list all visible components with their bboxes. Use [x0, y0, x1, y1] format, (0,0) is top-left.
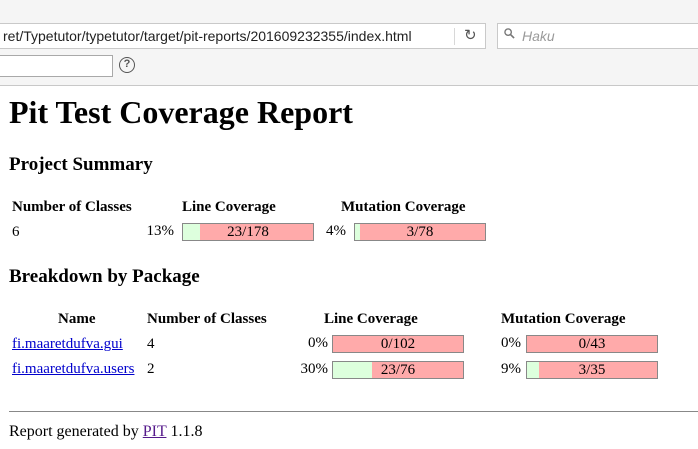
package-line-coverage-fill-users	[333, 362, 372, 378]
help-icon[interactable]: ?	[119, 57, 135, 73]
package-link-gui[interactable]: fi.maaretdufva.gui	[12, 336, 123, 352]
breakdown-header-name: Name	[58, 311, 96, 327]
breakdown-heading: Breakdown by Package	[9, 266, 200, 287]
address-bar[interactable]: ret/Typetutor/typetutor/target/pit-repor…	[0, 23, 486, 49]
search-input[interactable]	[522, 27, 692, 45]
package-line-coverage-bar-gui: 0/102	[332, 335, 464, 353]
summary-line-coverage-fill	[183, 224, 200, 240]
pit-link[interactable]: PIT	[142, 423, 167, 440]
report-footer: Report generated by PIT 1.1.8	[9, 423, 202, 441]
summary-mutation-ratio: 3/78	[406, 224, 434, 240]
footer-prefix: Report generated by	[9, 423, 139, 440]
package-classes-users: 2	[147, 361, 155, 377]
find-input[interactable]	[0, 55, 113, 77]
package-link-users[interactable]: fi.maaretdufva.users	[12, 361, 135, 377]
package-classes-gui: 4	[147, 336, 155, 352]
address-bar-url[interactable]: ret/Typetutor/typetutor/target/pit-repor…	[3, 28, 412, 44]
summary-mutation-coverage-bar: 3/78	[354, 223, 486, 241]
package-line-percent-users: 30%	[300, 361, 329, 377]
breakdown-header-mutation-coverage: Mutation Coverage	[501, 311, 626, 327]
summary-header-mutation-coverage: Mutation Coverage	[341, 199, 466, 215]
summary-header-line-coverage: Line Coverage	[182, 199, 276, 215]
package-mutation-ratio-gui: 0/43	[578, 336, 606, 352]
summary-mutation-percent: 4%	[326, 223, 346, 239]
project-summary-heading: Project Summary	[9, 154, 153, 175]
package-mutation-percent-users: 9%	[501, 361, 521, 377]
breakdown-header-line-coverage: Line Coverage	[324, 311, 418, 327]
summary-mutation-coverage-fill	[355, 224, 361, 240]
summary-classes-value: 6	[12, 224, 20, 240]
browser-toolbar: ret/Typetutor/typetutor/target/pit-repor…	[0, 0, 698, 86]
address-bar-divider	[454, 28, 455, 45]
report-page: Pit Test Coverage Report Project Summary…	[0, 86, 698, 449]
package-mutation-coverage-bar-users: 3/35	[526, 361, 658, 379]
breakdown-header-classes: Number of Classes	[147, 311, 267, 327]
package-mutation-ratio-users: 3/35	[578, 362, 606, 378]
search-icon	[504, 28, 515, 39]
package-mutation-coverage-fill-users	[527, 362, 539, 378]
package-line-percent-gui: 0%	[308, 335, 328, 351]
package-line-coverage-bar-users: 23/76	[332, 361, 464, 379]
package-mutation-percent-gui: 0%	[501, 335, 521, 351]
package-line-ratio-gui: 0/102	[380, 336, 416, 352]
footer-version: 1.1.8	[170, 423, 203, 440]
summary-header-classes: Number of Classes	[12, 199, 132, 215]
page-title: Pit Test Coverage Report	[9, 94, 353, 130]
summary-line-percent: 13%	[146, 223, 175, 239]
toolbar-divider	[0, 85, 698, 86]
search-box[interactable]	[497, 23, 698, 49]
package-line-ratio-users: 23/76	[380, 362, 416, 378]
summary-line-coverage-bar: 23/178	[182, 223, 314, 241]
footer-divider	[9, 411, 698, 412]
package-mutation-coverage-bar-gui: 0/43	[526, 335, 658, 353]
summary-line-ratio: 23/178	[227, 224, 269, 240]
reload-icon[interactable]: ↻	[464, 27, 477, 44]
